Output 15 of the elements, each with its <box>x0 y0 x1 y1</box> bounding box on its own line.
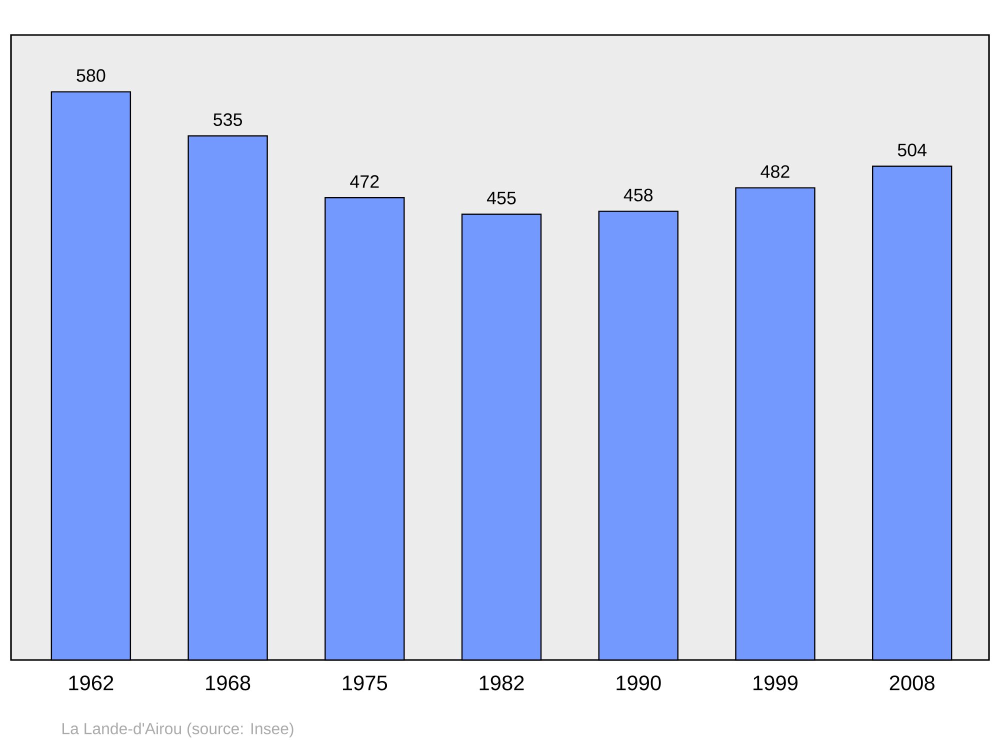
x-tick-label: 1982 <box>480 676 524 690</box>
data-label: 455 <box>486 192 516 204</box>
data-label: 535 <box>214 113 242 126</box>
x-tick-label: 2008 <box>890 676 934 690</box>
x-tick-label: 1968 <box>206 676 250 690</box>
x-tick-label: 1999 <box>754 676 798 690</box>
x-tick-label: 1975 <box>342 676 388 690</box>
data-label: 482 <box>760 165 790 178</box>
data-label: 504 <box>898 144 927 156</box>
data-label: 458 <box>624 188 653 202</box>
x-tick-label: 1990 <box>616 676 661 690</box>
text: La Lande-d'Airou (source: Insee) <box>62 722 294 738</box>
x-tick-label: 1962 <box>69 676 114 690</box>
data-label: 472 <box>350 175 379 188</box>
data-label: 580 <box>76 69 106 82</box>
